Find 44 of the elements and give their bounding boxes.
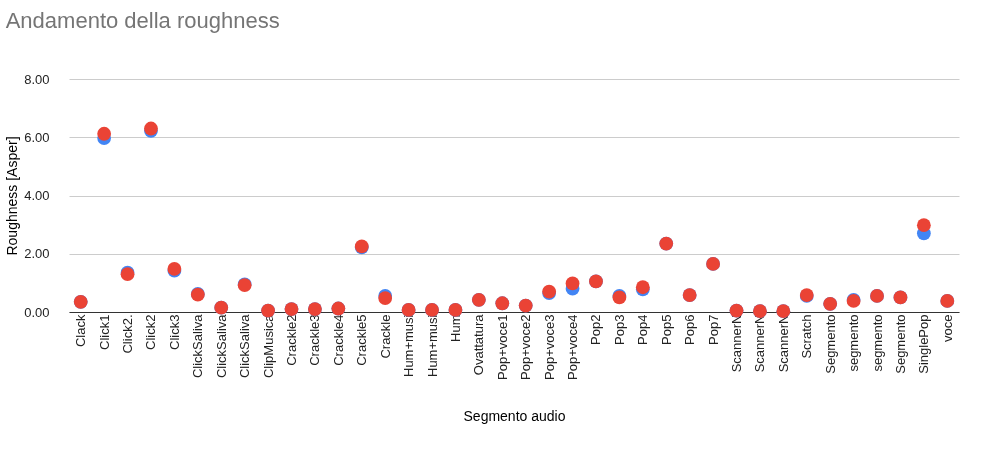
x-tick-label: Crackle4 xyxy=(330,314,346,366)
x-tick-label: ClickSaliva xyxy=(190,313,206,379)
x-tick-label: Click3 xyxy=(166,314,182,350)
x-tick-label: Click2 xyxy=(143,314,159,350)
x-tick-label: Scratch xyxy=(799,314,815,359)
x-tick-label: Pop7 xyxy=(705,314,721,345)
x-tick-label: Crackle xyxy=(377,314,393,359)
x-tick-label: Segmento xyxy=(892,314,908,374)
x-axis-title: Segmento audio xyxy=(463,407,566,424)
x-tick-label: Segmento xyxy=(822,314,838,374)
x-tick-label: Pop6 xyxy=(682,314,698,345)
x-tick-label: Pop2 xyxy=(588,314,604,345)
x-tick-label: Pop+voce4 xyxy=(565,314,581,380)
x-tick-label: Click1 xyxy=(96,314,112,350)
y-tick-label: 2.00 xyxy=(24,246,50,262)
x-tick-label: Pop+voce3 xyxy=(541,314,557,380)
y-tick-label: 6.00 xyxy=(24,129,50,145)
x-tick-label: Crackle5 xyxy=(354,314,370,366)
x-tick-label: ClipMusica xyxy=(260,313,276,379)
y-tick-label: 4.00 xyxy=(24,188,50,203)
x-tick-label: ScannerN xyxy=(775,314,791,373)
x-tick-label: ClickSaliva xyxy=(213,313,229,379)
x-tick-label: Click2. xyxy=(120,314,136,354)
y-axis-title: Roughness [Asper] xyxy=(4,136,21,256)
x-tick-label: Pop+voce1 xyxy=(494,314,510,380)
x-tick-label: voce xyxy=(939,314,955,342)
x-tick-label: Pop4 xyxy=(635,314,651,345)
x-tick-label: Crackle2 xyxy=(284,314,299,366)
x-tick-label: Crackle3 xyxy=(307,314,323,366)
x-tick-label: segmento xyxy=(869,314,885,372)
x-tick-label: segmento xyxy=(846,314,862,372)
x-tick-label: Ovattatura xyxy=(471,313,487,376)
x-tick-label: SinglePop xyxy=(916,314,932,374)
x-tick-label: Pop3 xyxy=(611,314,627,345)
x-tick-label: Hum+musi xyxy=(424,314,440,377)
x-tick-label: ClickSaliva xyxy=(237,313,253,379)
x-tick-label: Pop5 xyxy=(658,314,674,345)
x-tick-label: ScannerN xyxy=(729,314,744,373)
y-tick-label: 0.00 xyxy=(24,304,50,320)
x-tick-label: Clack xyxy=(73,314,89,348)
x-tick-label: Hum+musi xyxy=(401,314,417,377)
y-tick-label: 8.00 xyxy=(24,71,50,87)
chart-title: Andamento della roughness xyxy=(5,8,280,33)
x-tick-label: Pop+voce2 xyxy=(518,314,534,380)
